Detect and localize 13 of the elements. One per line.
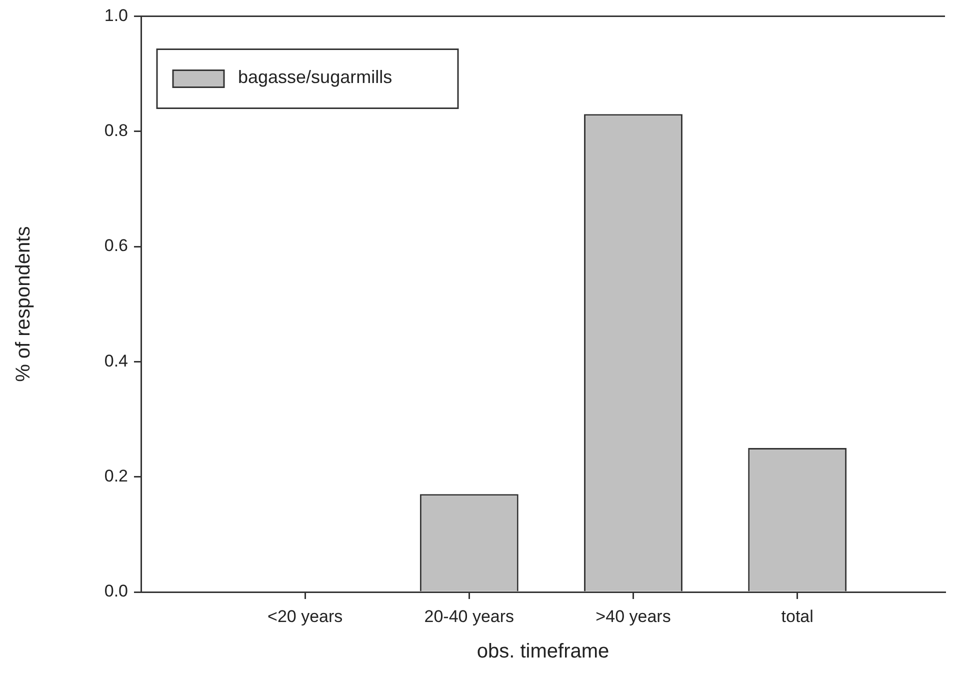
y-tick-label: 0.0 bbox=[104, 582, 128, 601]
x-axis-title: obs. timeframe bbox=[476, 640, 610, 663]
y-tick-label: 1.0 bbox=[104, 6, 128, 25]
x-tick-label: 20-40 years bbox=[424, 606, 514, 626]
x-tick-label: total bbox=[781, 606, 814, 626]
y-tick-label: 0.6 bbox=[104, 236, 128, 256]
y-tick-label: 0.8 bbox=[104, 121, 128, 140]
legend-label: bagasse/sugarmills bbox=[238, 67, 392, 88]
y-tick-label: 0.4 bbox=[104, 351, 128, 370]
x-tick-label: <20 years bbox=[268, 606, 343, 626]
y-axis-title: % of respondents bbox=[12, 226, 35, 382]
x-tick-label: >40 years bbox=[596, 606, 671, 626]
y-tick-label: 0.2 bbox=[104, 466, 128, 486]
